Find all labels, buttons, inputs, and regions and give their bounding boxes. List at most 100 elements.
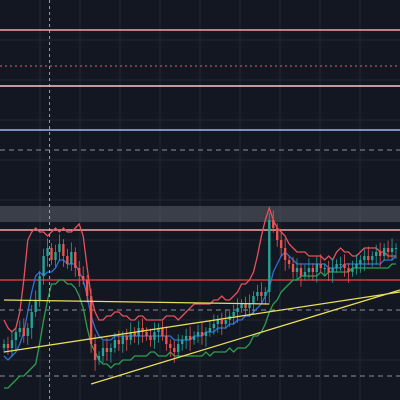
candle-body (351, 268, 354, 272)
candle-body (105, 348, 109, 352)
candle-body (216, 320, 219, 324)
candle-body (2, 344, 6, 348)
candle-body (371, 256, 374, 260)
candle-body (276, 228, 279, 240)
trend-flat (3, 299, 270, 305)
candle-body (268, 220, 271, 292)
candle-body (58, 244, 61, 252)
candle-body (133, 332, 136, 336)
candle-body (149, 336, 152, 340)
candle-body (224, 320, 227, 324)
candle-body (125, 336, 128, 340)
candle-body (74, 252, 77, 268)
candle-body (378, 252, 382, 256)
candle-body (42, 256, 45, 276)
candle-body (196, 332, 200, 336)
candle-body (244, 304, 247, 308)
candle-body (161, 328, 164, 336)
candle-body (169, 344, 172, 348)
candle-body (287, 260, 291, 264)
candle-body (26, 328, 29, 336)
candle-body (177, 344, 180, 352)
candle-body (319, 264, 322, 268)
candle-body (70, 252, 73, 264)
candle-body (208, 328, 212, 332)
trend-lower (90, 289, 400, 385)
candle-body (18, 328, 22, 332)
candle-body (327, 268, 330, 272)
candle-body (14, 332, 18, 340)
candle-body (272, 220, 275, 228)
candle-body (363, 256, 366, 260)
candle-body (85, 280, 89, 296)
candle-body (38, 276, 41, 300)
candle-body (375, 252, 378, 256)
candle-body (291, 264, 295, 272)
candle-body (220, 320, 223, 324)
candle-body (145, 332, 148, 336)
horizontal-levels (0, 29, 400, 377)
candle-body (256, 292, 259, 296)
candle-body (121, 336, 124, 344)
candle-body (260, 292, 263, 296)
bollinger-bands (3, 205, 397, 389)
candle-body (390, 248, 394, 252)
candle-body (311, 268, 315, 272)
candle-body (212, 324, 216, 328)
candle-body (66, 256, 69, 264)
candle-body (192, 336, 196, 340)
candle-body (382, 248, 386, 256)
candle-body (10, 340, 14, 348)
candle-body (283, 248, 287, 260)
candle-body (78, 268, 81, 276)
candle-body (173, 348, 176, 352)
zone-upper (0, 206, 400, 222)
candle-body (335, 264, 338, 268)
candle-body (82, 276, 85, 280)
candle-body (62, 244, 65, 256)
candle-body (184, 336, 188, 340)
trend-upper (3, 291, 400, 353)
candle-body (109, 348, 113, 352)
candle-body (22, 328, 25, 336)
candle-body (30, 312, 33, 328)
candle-body (46, 248, 49, 256)
candle-body (153, 332, 156, 340)
candle-body (347, 268, 350, 272)
candle-body (93, 344, 97, 360)
bollinger-upper-line (3, 205, 396, 333)
candle-body (6, 344, 10, 348)
trendlines (3, 289, 400, 385)
candle-body (303, 272, 307, 276)
candle-body (232, 312, 235, 316)
candle-body (204, 332, 208, 336)
candle-body (295, 268, 299, 272)
candle-body (188, 336, 192, 340)
candle-body (240, 304, 243, 308)
candle-body (367, 256, 370, 260)
candle-body (252, 296, 255, 304)
candle-body (181, 340, 184, 344)
candle-body (129, 332, 132, 340)
candle-body (101, 348, 105, 356)
candle-body (34, 300, 37, 312)
candle-body (165, 336, 168, 344)
candle-body (236, 308, 239, 312)
candle-body (157, 328, 160, 332)
candle-body (264, 292, 267, 296)
candle-body (117, 340, 121, 344)
candle-body (386, 248, 390, 252)
candle-body (339, 264, 342, 265)
candle-body (97, 356, 101, 360)
candle-body (355, 264, 358, 268)
candle-body (50, 248, 53, 260)
candle-body (359, 260, 362, 264)
candles (2, 210, 398, 371)
candle-body (343, 264, 346, 268)
candle-body (331, 268, 334, 272)
candle-body (299, 268, 303, 276)
bollinger-lower-line (4, 263, 396, 389)
candle-body (89, 296, 93, 344)
